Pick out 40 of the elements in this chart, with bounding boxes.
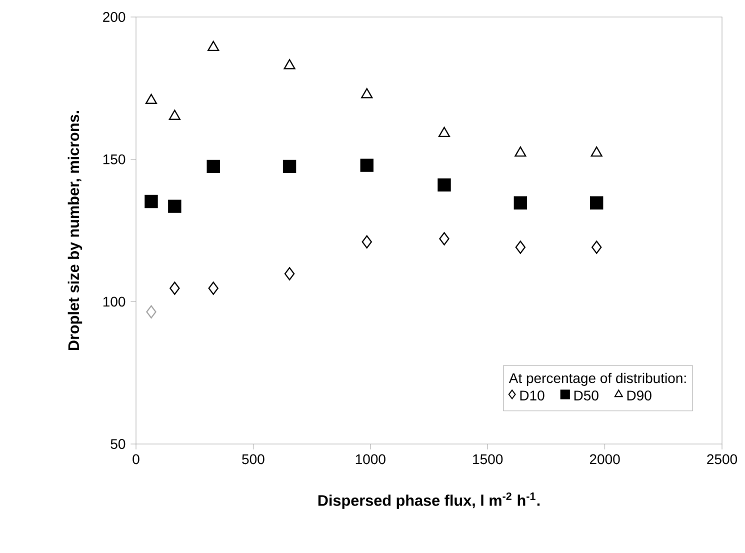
point: [282, 160, 296, 174]
point: [168, 110, 180, 120]
legend-label: D10: [520, 390, 544, 400]
x-tick-label: 2500: [707, 454, 738, 464]
legend-title: At percentage of distribution:: [508, 372, 686, 386]
point: [170, 282, 180, 295]
point: [514, 196, 528, 210]
y-tick-label: 200: [103, 12, 126, 22]
point: [146, 305, 156, 319]
point: [362, 235, 372, 248]
point: [208, 282, 218, 295]
x-tick-label: 500: [242, 454, 264, 464]
x-tick-label: 0: [132, 454, 140, 464]
legend-label: D90: [627, 390, 652, 400]
x-tick-label: 1500: [473, 454, 503, 464]
point: [206, 160, 220, 174]
point: [590, 196, 604, 210]
point: [590, 146, 602, 157]
point: [144, 194, 158, 208]
x-axis-title: Dispersed phase flux, l m$^{-2}$ h$^{-1}$.: [318, 492, 540, 509]
point: [168, 200, 182, 213]
point: [514, 146, 526, 157]
x-tick-label: 1000: [356, 454, 386, 464]
legend-label: D50: [574, 390, 598, 400]
y-tick-label: 100: [103, 296, 126, 307]
y-tick-label: 50: [110, 439, 126, 449]
point: [361, 88, 373, 98]
point: [438, 126, 450, 138]
point: [438, 178, 451, 192]
point: [208, 40, 220, 52]
point: [592, 240, 602, 254]
point: [439, 232, 450, 246]
y-axis-title: Droplet size by number, microns.: [68, 110, 82, 350]
point: [145, 94, 158, 104]
x-tick-label: 2000: [590, 454, 620, 464]
point: [515, 240, 526, 254]
point: [360, 158, 374, 172]
point: [284, 59, 296, 70]
point: [284, 267, 295, 280]
y-tick-label: 150: [103, 154, 126, 164]
